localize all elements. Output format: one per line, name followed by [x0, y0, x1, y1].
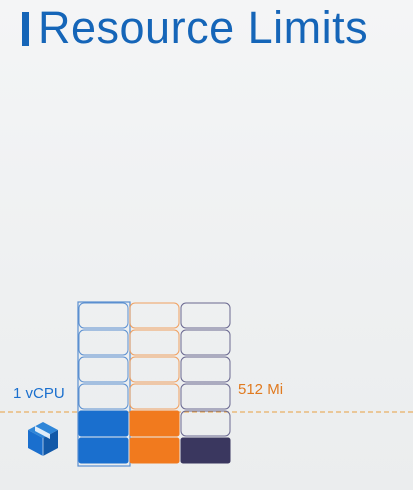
third-cell	[180, 383, 231, 410]
title-marker	[22, 12, 29, 46]
third-cell-filled	[180, 437, 231, 464]
memory-cell	[129, 383, 180, 410]
cpu-column-frame	[77, 301, 131, 467]
memory-cell	[129, 302, 180, 329]
third-cell	[180, 329, 231, 356]
cpu-cell	[78, 356, 129, 383]
third-cell	[180, 356, 231, 383]
page-title: Resource Limits	[38, 2, 369, 53]
cpu-cell	[78, 302, 129, 329]
cube-icon	[28, 422, 58, 456]
memory-cell	[129, 356, 180, 383]
cpu-cell-filled	[78, 410, 129, 437]
cpu-cell-filled	[78, 437, 129, 464]
memory-cell	[129, 329, 180, 356]
memory-limit-label: 512 Mi	[238, 381, 284, 398]
memory-cell-filled	[129, 437, 180, 464]
memory-cell-filled	[129, 410, 180, 437]
third-cell	[180, 302, 231, 329]
cpu-cell	[78, 329, 129, 356]
cpu-cell	[78, 383, 129, 410]
cpu-limit-label: 1 vCPU	[13, 385, 65, 402]
third-cell	[180, 410, 231, 437]
